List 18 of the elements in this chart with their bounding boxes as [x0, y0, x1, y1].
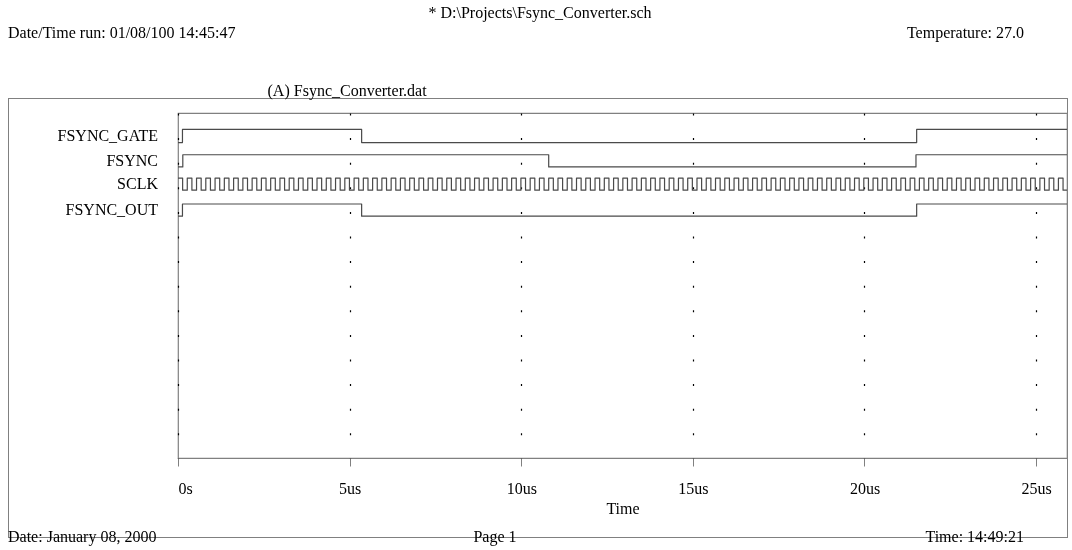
x-tick-label: 5us [339, 479, 362, 497]
text: Date/Time run: 01/08/100 14:45:47 [8, 24, 236, 42]
series-label: FSYNC_OUT [65, 201, 159, 219]
x-tick-label: 15us [678, 479, 709, 497]
x-axis-title: Time [606, 499, 640, 517]
text: Page 1 [473, 528, 517, 546]
series-label: SCLK [117, 175, 159, 193]
x-tick-label: 25us [1021, 479, 1052, 497]
x-tick-label: 20us [849, 479, 881, 497]
x-tick-label: 10us [506, 479, 537, 497]
chart-title: (A) Fsync_Converter.dat [267, 82, 428, 100]
text: Temperature: 27.0 [906, 24, 1024, 42]
x-tick-label: 0s [178, 479, 193, 497]
text: Time: 14:49:21 [925, 528, 1024, 546]
text: Date: January 08, 2000 [8, 528, 157, 546]
series-label: FSYNC [106, 151, 158, 169]
text: * D:\Projects\Fsync_Converter.sch [428, 4, 652, 22]
series-label: FSYNC_GATE [57, 127, 158, 144]
